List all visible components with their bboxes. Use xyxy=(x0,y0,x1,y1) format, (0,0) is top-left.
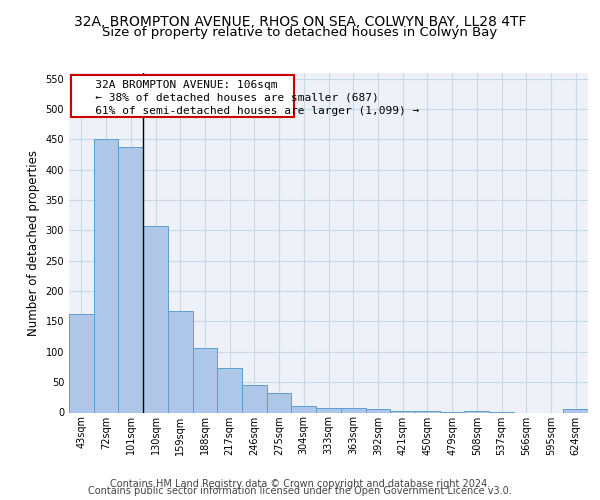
FancyBboxPatch shape xyxy=(71,75,294,117)
Bar xyxy=(242,385,267,412)
Bar xyxy=(168,311,193,412)
Text: Size of property relative to detached houses in Colwyn Bay: Size of property relative to detached ho… xyxy=(103,26,497,39)
Bar xyxy=(69,314,94,412)
Bar xyxy=(143,226,168,412)
Bar xyxy=(118,147,143,412)
Text: ← 38% of detached houses are smaller (687): ← 38% of detached houses are smaller (68… xyxy=(75,93,379,103)
Bar xyxy=(563,410,588,412)
Text: 32A BROMPTON AVENUE: 106sqm: 32A BROMPTON AVENUE: 106sqm xyxy=(75,80,278,90)
Bar xyxy=(193,348,217,412)
Text: Contains public sector information licensed under the Open Government Licence v3: Contains public sector information licen… xyxy=(88,486,512,496)
Bar xyxy=(316,408,341,412)
Y-axis label: Number of detached properties: Number of detached properties xyxy=(27,150,40,336)
Bar xyxy=(217,368,242,412)
Bar xyxy=(267,393,292,412)
Bar xyxy=(365,410,390,412)
Text: 61% of semi-detached houses are larger (1,099) →: 61% of semi-detached houses are larger (… xyxy=(75,106,419,116)
Bar xyxy=(292,406,316,412)
Bar xyxy=(341,408,365,412)
Text: 32A, BROMPTON AVENUE, RHOS ON SEA, COLWYN BAY, LL28 4TF: 32A, BROMPTON AVENUE, RHOS ON SEA, COLWY… xyxy=(74,15,526,29)
Text: Contains HM Land Registry data © Crown copyright and database right 2024.: Contains HM Land Registry data © Crown c… xyxy=(110,479,490,489)
Bar xyxy=(94,140,118,412)
Bar xyxy=(464,410,489,412)
